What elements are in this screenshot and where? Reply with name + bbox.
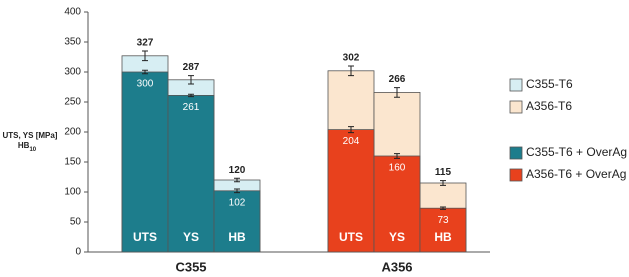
- y-tick-label: 50: [70, 217, 82, 228]
- value-label: 266: [389, 74, 406, 85]
- legend-label: C355-T6 + OverAg: [526, 145, 627, 159]
- bar: [121, 71, 169, 253]
- y-tick-label: 0: [75, 247, 81, 258]
- error-bar: [440, 206, 446, 210]
- category-label: UTS: [339, 230, 363, 244]
- bar: [327, 129, 375, 253]
- category-label: UTS: [133, 230, 157, 244]
- y-tick-label: 200: [64, 127, 81, 138]
- error-bar: [440, 180, 446, 186]
- y-tick-label: 300: [64, 67, 81, 78]
- error-bar: [394, 87, 400, 98]
- legend-label: A356-T6 + OverAg: [526, 167, 626, 181]
- y-axis-label-sub: 10: [29, 147, 36, 153]
- value-label: 160: [389, 163, 406, 174]
- y-tick-label: 150: [64, 157, 81, 168]
- y-axis-label: UTS, YS [MPa]: [3, 131, 58, 140]
- value-label: 302: [343, 53, 360, 64]
- error-bar: [234, 188, 240, 194]
- error-bar: [348, 65, 354, 77]
- value-label: 115: [435, 167, 452, 178]
- y-tick-label: 250: [64, 97, 81, 108]
- error-bar: [142, 50, 148, 62]
- bar: [419, 207, 467, 253]
- value-label: 102: [229, 197, 246, 208]
- y-axis-label: HB10: [18, 141, 37, 152]
- value-label: 261: [183, 102, 200, 113]
- error-bar: [188, 75, 194, 85]
- y-tick-label: 400: [64, 7, 81, 18]
- y-axis-label-hb: HB: [18, 141, 30, 150]
- bar: [213, 190, 261, 253]
- category-label: YS: [183, 230, 199, 244]
- error-bar: [348, 126, 354, 134]
- y-tick-label: 100: [64, 187, 81, 198]
- legend-label: C355-T6: [526, 77, 573, 91]
- error-bar: [188, 93, 194, 98]
- bar: [373, 155, 421, 253]
- category-label: HB: [228, 230, 246, 244]
- value-label: 120: [229, 165, 246, 176]
- value-label: 204: [343, 136, 360, 147]
- legend-swatch: [509, 100, 523, 114]
- group-label: C355: [175, 259, 206, 274]
- group-label: A356: [381, 259, 412, 274]
- value-label: 300: [137, 79, 154, 90]
- error-bar: [234, 177, 240, 183]
- legend-swatch: [509, 168, 523, 182]
- error-bar: [394, 153, 400, 159]
- legend-swatch: [509, 146, 523, 160]
- bar: [167, 95, 215, 253]
- value-label: 327: [137, 38, 154, 49]
- category-label: HB: [434, 230, 452, 244]
- legend-label: A356-T6: [526, 99, 572, 113]
- legend-swatch: [509, 78, 523, 92]
- y-tick-label: 350: [64, 37, 81, 48]
- error-bar: [142, 69, 148, 75]
- category-label: YS: [389, 230, 405, 244]
- value-label: 73: [437, 215, 449, 226]
- value-label: 287: [183, 62, 200, 73]
